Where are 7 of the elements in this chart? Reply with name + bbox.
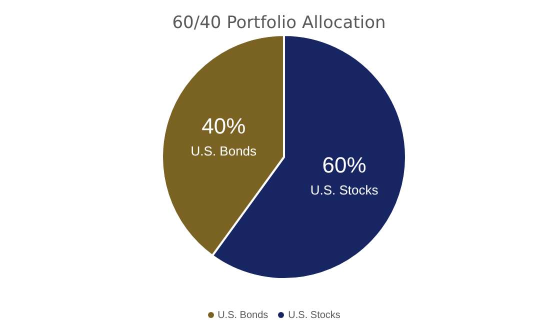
legend-label: U.S. Bonds [218,310,268,321]
data-label: 40% [202,113,246,138]
slice-label: U.S. Bonds [190,143,258,158]
data-label: 60% [322,152,366,178]
chart-title: 60/40 Portfolio Allocation [172,13,386,33]
legend-label: U.S. Stocks [288,310,340,321]
slice-label: U.S. Stocks [310,182,379,198]
